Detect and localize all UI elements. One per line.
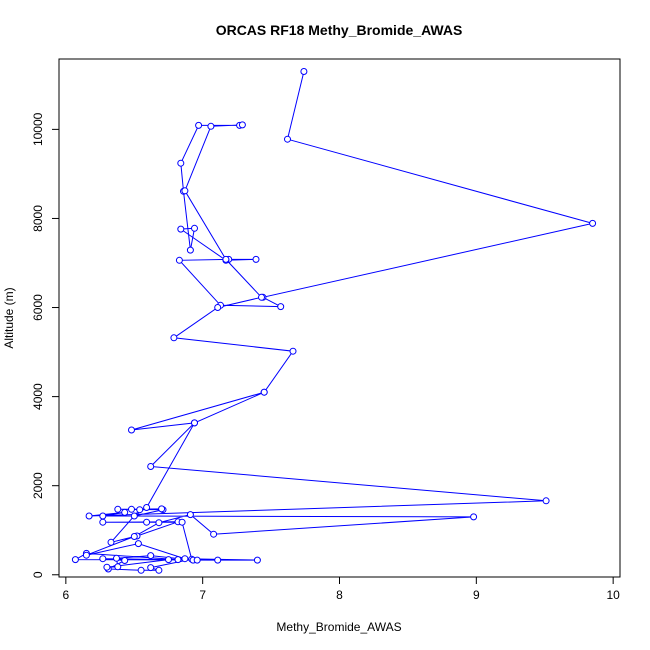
data-point	[136, 506, 144, 514]
data-point	[137, 566, 145, 574]
x-tick-label: 6	[62, 588, 69, 602]
data-point	[143, 504, 151, 511]
data-point	[170, 334, 178, 342]
x-axis-label: Methy_Bromide_AWAS	[276, 620, 401, 634]
y-tick-label: 4000	[31, 383, 45, 410]
data-point	[155, 519, 163, 527]
data-point	[85, 512, 93, 520]
data-point	[253, 556, 261, 564]
data-point	[130, 512, 138, 520]
data-point	[165, 556, 172, 564]
data-point	[177, 159, 185, 167]
data-point	[175, 256, 183, 264]
data-point	[99, 518, 107, 526]
data-point	[238, 121, 246, 129]
data-point	[121, 557, 129, 564]
y-axis: 0 2000 4000 6000 8000 10000	[31, 112, 60, 578]
data-point	[214, 556, 222, 564]
data-point	[542, 497, 550, 505]
data-point	[103, 563, 111, 571]
data-point	[222, 255, 230, 263]
data-point	[155, 566, 163, 574]
data-point	[174, 556, 182, 564]
data-point	[147, 564, 155, 572]
data-point	[147, 463, 155, 470]
data-point	[181, 187, 189, 195]
data-point	[158, 505, 166, 513]
data-point	[99, 555, 107, 563]
data-point	[134, 540, 142, 548]
y-tick-label: 8000	[31, 205, 45, 232]
data-point	[589, 219, 597, 227]
data-point	[114, 563, 122, 571]
data-point	[470, 513, 478, 521]
data-point	[277, 303, 285, 311]
y-axis-label: Altitude (m)	[2, 287, 16, 348]
series-line	[73, 71, 593, 571]
data-point	[82, 551, 90, 559]
chart-title: ORCAS RF18 Methy_Bromide_AWAS	[216, 22, 463, 38]
data-point	[71, 556, 79, 564]
data-point	[99, 512, 107, 520]
data-point	[128, 505, 135, 513]
data-point	[186, 511, 194, 519]
y-tick-label: 6000	[31, 294, 45, 321]
data-point	[121, 508, 129, 516]
data-series	[71, 68, 597, 574]
data-point	[178, 518, 186, 526]
data-point	[284, 135, 291, 143]
plot-frame	[58, 58, 621, 578]
data-point	[130, 533, 138, 540]
data-point	[260, 388, 268, 396]
x-tick-label: 9	[473, 588, 480, 602]
x-tick-label: 7	[199, 588, 206, 602]
data-point	[181, 555, 189, 563]
data-point	[143, 518, 151, 526]
data-point	[258, 293, 265, 301]
data-point	[210, 530, 218, 538]
data-point	[300, 68, 308, 75]
x-tick-label: 8	[336, 588, 343, 602]
y-tick-label: 0	[31, 571, 45, 578]
data-point	[289, 347, 297, 355]
data-point	[113, 554, 120, 562]
data-point	[186, 246, 194, 254]
y-tick-label: 10000	[31, 112, 45, 146]
y-tick-label: 2000	[31, 472, 45, 499]
data-point	[107, 538, 115, 546]
data-point	[191, 419, 198, 427]
data-point	[193, 556, 201, 564]
data-point	[191, 224, 198, 232]
data-point	[128, 426, 135, 434]
data-point	[147, 552, 155, 560]
x-tick-label: 10	[606, 588, 620, 602]
data-point	[195, 121, 203, 129]
data-point	[207, 122, 215, 130]
data-point	[177, 225, 185, 233]
x-axis: 6 7 8 9 10	[62, 576, 620, 602]
data-point	[114, 505, 122, 513]
data-point	[214, 304, 222, 311]
data-point	[252, 255, 260, 263]
